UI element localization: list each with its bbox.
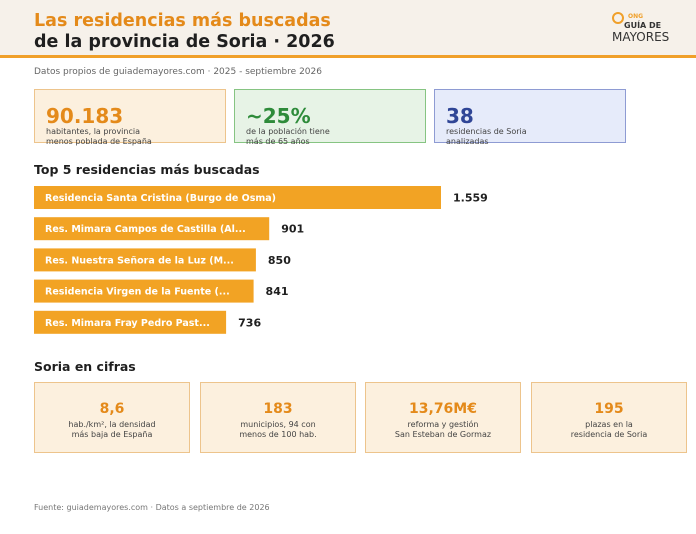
bar-label-5: Res. Mimara Fray Pedro Past... bbox=[45, 318, 210, 329]
bar-value-5: 736 bbox=[238, 316, 261, 329]
bar-value-2: 901 bbox=[281, 223, 304, 236]
kpi-desc-line: más de 65 años bbox=[246, 137, 310, 146]
cifra-card-investment: 13,76M€ reforma y gestión San Esteban de… bbox=[365, 382, 521, 453]
kpi-value: ~25% bbox=[246, 104, 311, 128]
logo-mayores-text: MAYORES bbox=[612, 30, 670, 44]
cifra-desc-line: San Esteban de Gormaz bbox=[394, 430, 492, 439]
footer-source: Fuente: guiademayores.com · Datos a sept… bbox=[34, 503, 270, 512]
bar-value-4: 841 bbox=[266, 285, 289, 298]
page-title-line1: Las residencias más buscadas bbox=[34, 11, 331, 31]
cifra-desc-line: municipios, 94 con bbox=[240, 420, 316, 429]
kpi-description: de la población tiene más de 65 años bbox=[246, 127, 330, 147]
kpi-value: 90.183 bbox=[46, 104, 124, 128]
cifra-desc-line: residencia de Soria bbox=[570, 430, 648, 439]
kpi-card-population: 90.183 habitantes, la provincia menos po… bbox=[34, 89, 226, 146]
kpi-desc-line: de la población tiene bbox=[246, 127, 330, 136]
bar-1 bbox=[34, 186, 441, 209]
kpi-desc-line: residencias de Soria bbox=[446, 127, 527, 136]
cifra-description: hab./km², la densidad más baja de España bbox=[35, 420, 189, 440]
subtitle: Datos propios de guiademayores.com · 202… bbox=[34, 67, 322, 77]
guia-de-mayores-logo[interactable]: ONG GUÍA DE MAYORES bbox=[612, 12, 672, 44]
kpi-description: habitantes, la provincia menos poblada d… bbox=[46, 127, 152, 147]
bar-label-2: Res. Mimara Campos de Castilla (Al... bbox=[45, 224, 246, 235]
cifra-desc-line: hab./km², la densidad bbox=[68, 420, 156, 429]
logo-guia-text: GUÍA DE bbox=[624, 21, 662, 30]
kpi-desc-line: menos poblada de España bbox=[46, 137, 152, 146]
kpi-card-elderly-share: ~25% de la población tiene más de 65 año… bbox=[234, 89, 426, 146]
cifra-card-places: 195 plazas en la residencia de Soria bbox=[531, 382, 687, 453]
cifra-description: reforma y gestión San Esteban de Gormaz bbox=[366, 420, 520, 440]
bar-value-1: 1.559 bbox=[453, 192, 488, 205]
top5-bar-chart: Residencia Santa Cristina (Burgo de Osma… bbox=[34, 186, 488, 334]
cifras-title: Soria en cifras bbox=[34, 359, 136, 374]
cifra-desc-line: reforma y gestión bbox=[407, 420, 479, 429]
cifra-desc-line: más baja de España bbox=[71, 430, 153, 439]
page-title-line2: de la provincia de Soria · 2026 bbox=[34, 32, 335, 52]
bar-label-1: Residencia Santa Cristina (Burgo de Osma… bbox=[45, 193, 276, 204]
cifra-card-municipalities: 183 municipios, 94 con menos de 100 hab. bbox=[200, 382, 356, 453]
kpi-desc-line: analizadas bbox=[446, 137, 489, 146]
bar-value-3: 850 bbox=[268, 254, 291, 267]
kpi-desc-line: habitantes, la provincia bbox=[46, 127, 140, 136]
cifra-description: municipios, 94 con menos de 100 hab. bbox=[201, 420, 355, 440]
bar-2 bbox=[34, 217, 270, 241]
cifra-card-density: 8,6 hab./km², la densidad más baja de Es… bbox=[34, 382, 190, 453]
bar-5 bbox=[34, 310, 227, 334]
logo-ong-text: ONG bbox=[628, 13, 644, 20]
bar-3 bbox=[34, 248, 256, 272]
cifra-desc-line: menos de 100 hab. bbox=[239, 430, 317, 439]
cifra-value: 8,6 bbox=[99, 401, 125, 417]
kpi-description: residencias de Soria analizadas bbox=[446, 127, 527, 147]
cifra-value: 195 bbox=[594, 401, 624, 417]
logo-ring-icon bbox=[612, 12, 624, 24]
cifra-desc-line: plazas en la bbox=[585, 420, 633, 429]
kpi-value: 38 bbox=[446, 104, 474, 128]
bar-4 bbox=[34, 279, 254, 303]
bar-label-4: Residencia Virgen de la Fuente (... bbox=[45, 287, 230, 298]
cifra-description: plazas en la residencia de Soria bbox=[532, 420, 686, 440]
cifra-value: 13,76M€ bbox=[409, 401, 477, 417]
top5-title: Top 5 residencias más buscadas bbox=[34, 162, 260, 177]
cifra-value: 183 bbox=[263, 401, 293, 417]
header: Las residencias más buscadas de la provi… bbox=[0, 0, 696, 58]
kpi-card-residences: 38 residencias de Soria analizadas bbox=[434, 89, 626, 146]
bar-label-3: Res. Nuestra Señora de la Luz (M... bbox=[45, 255, 234, 266]
